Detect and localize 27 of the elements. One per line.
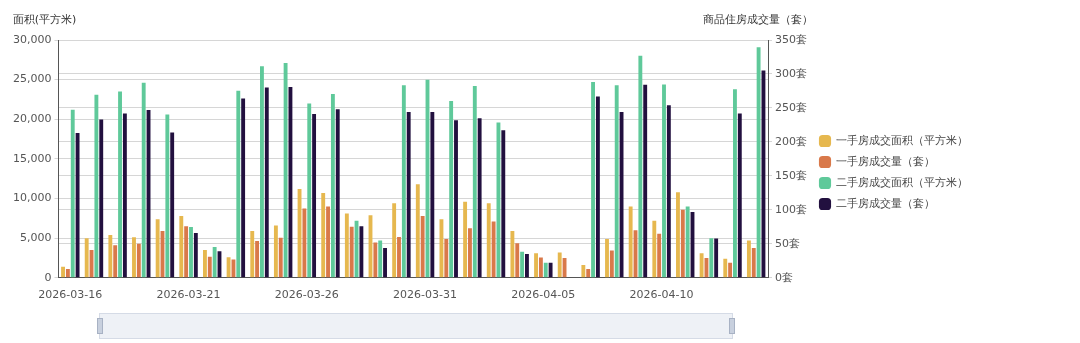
x-tick-label: 2026-03-16 <box>38 288 103 302</box>
x-tick-label: 2026-03-26 <box>274 288 339 302</box>
y-tick-label: 20,000 <box>12 112 52 126</box>
y2-tick-label: 100套 <box>775 202 807 216</box>
y2-tick-label: 0套 <box>775 270 793 284</box>
y-tick-label: 5,000 <box>19 231 52 245</box>
y-tick-label: 0 <box>44 270 52 284</box>
y-tick-label: 25,000 <box>12 72 52 86</box>
y2-tick-label: 250套 <box>775 100 807 114</box>
y2-tick-label: 50套 <box>775 236 800 250</box>
y-tick-label: 30,000 <box>12 32 52 46</box>
legend-label: 二手房成交量（套） <box>835 196 935 210</box>
y-tick-label: 15,000 <box>12 151 52 165</box>
y2-tick-label: 200套 <box>775 134 807 148</box>
x-tick-label: 2026-04-10 <box>629 288 694 302</box>
y2-axis-title: 商品住房成交量（套） <box>703 13 813 27</box>
y-axis-title: 面积(平方米) <box>12 13 77 27</box>
y2-tick-label: 350套 <box>775 32 807 46</box>
legend-label: 二手房成交面积（平方米） <box>835 175 968 189</box>
x-tick-label: 2026-03-31 <box>393 288 458 302</box>
legend-label: 一手房成交量（套） <box>835 154 935 168</box>
y-tick-label: 10,000 <box>12 191 52 205</box>
x-tick-label: 2026-04-05 <box>511 288 576 302</box>
x-tick-label: 2026-03-21 <box>156 288 221 302</box>
legend-label: 一手房成交面积（平方米） <box>835 133 968 147</box>
y2-tick-label: 150套 <box>775 168 807 182</box>
y2-tick-label: 300套 <box>775 66 807 80</box>
